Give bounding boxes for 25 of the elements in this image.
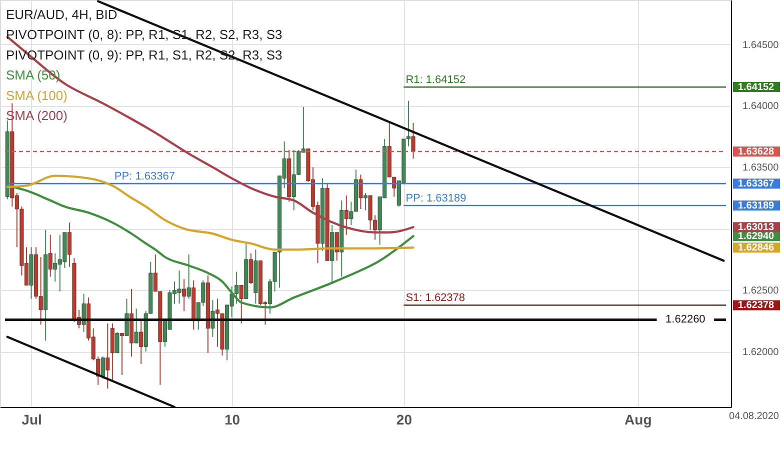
y-tick-label: 1.64500: [742, 40, 780, 51]
text: 1.63189: [738, 200, 775, 212]
x-tick-label: Jul: [22, 412, 42, 428]
text: 1.62846: [738, 242, 775, 254]
x-tick-label: Aug: [624, 412, 652, 428]
y-tick-label: 1.63500: [742, 162, 780, 174]
text: 1.64152: [738, 82, 775, 94]
text: EUR/AUD, 4H, BID: [6, 7, 118, 22]
ref-line-label: 1.62260: [666, 314, 706, 326]
y-tick-label: 1.62000: [742, 347, 780, 358]
text: 1.62940: [738, 231, 775, 242]
ref-line-label: PP: 1.63189: [406, 192, 466, 204]
y-tick-label: 1.62500: [742, 286, 780, 297]
ref-line-label: PP: 1.63367: [114, 170, 175, 183]
x-tick-label: 20: [396, 412, 412, 428]
ref-line-label: 1.63628: [738, 146, 775, 158]
text: SMA (100): [6, 88, 68, 103]
text: 1.63367: [738, 178, 775, 190]
text: 1.62378: [738, 300, 775, 312]
text: 04.08.2020: [728, 411, 780, 422]
ref-line-label: S1: 1.62378: [406, 292, 466, 304]
text: 1.63013: [738, 222, 775, 234]
ref-line-label: R1: 1.64152: [406, 74, 466, 86]
y-tick-label: 1.64000: [742, 101, 780, 112]
x-tick-label: 10: [224, 412, 240, 428]
